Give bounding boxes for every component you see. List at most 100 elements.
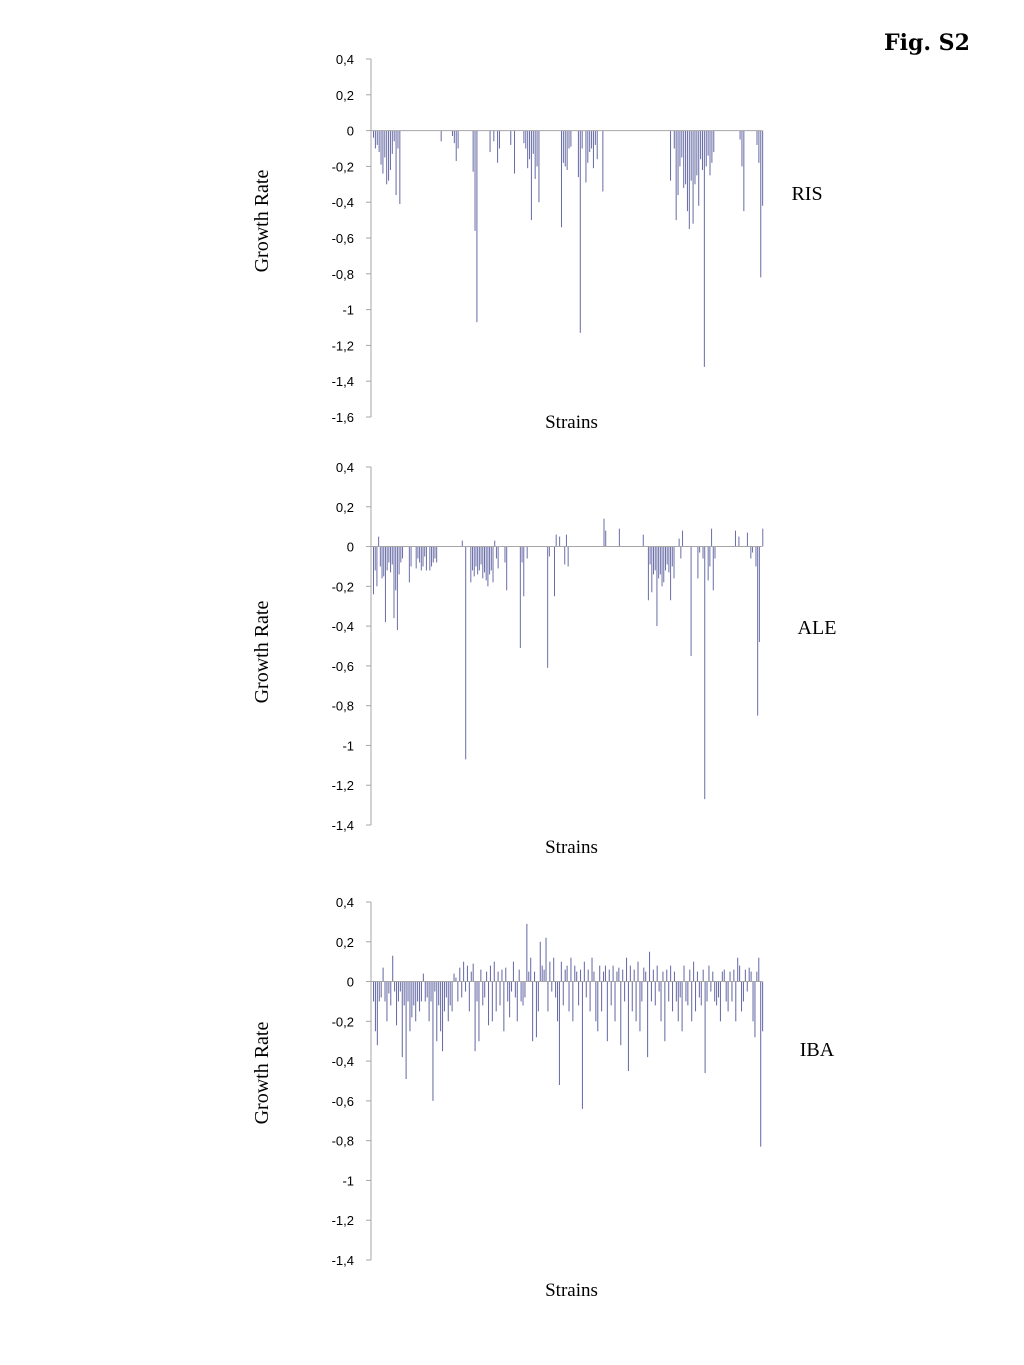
- bar: [585, 130, 587, 183]
- bar: [420, 546, 422, 571]
- bar: [482, 546, 484, 579]
- bar: [394, 981, 396, 992]
- bar: [599, 965, 601, 982]
- bar: [641, 981, 643, 1002]
- bar: [666, 969, 668, 982]
- bar: [449, 981, 451, 1006]
- bar: [380, 130, 382, 165]
- bar: [746, 532, 748, 547]
- bar: [564, 969, 566, 982]
- y-tick-label: -1: [342, 303, 354, 318]
- y-tick-label: -0,8: [332, 699, 354, 714]
- bar: [760, 981, 762, 1147]
- bar: [511, 981, 513, 992]
- bar: [541, 965, 543, 982]
- bar: [445, 981, 447, 998]
- bar: [698, 981, 700, 998]
- bar: [755, 546, 757, 567]
- bar: [378, 536, 380, 547]
- bar: [696, 130, 698, 176]
- bar: [716, 981, 718, 1006]
- panel-label: RIS: [791, 183, 822, 205]
- bar: [752, 546, 754, 553]
- bar: [741, 981, 743, 1012]
- bar: [497, 546, 499, 569]
- bar: [465, 546, 467, 760]
- bar: [386, 130, 388, 185]
- bar: [603, 518, 605, 547]
- bar: [635, 981, 637, 1022]
- bar: [683, 965, 685, 982]
- bar: [425, 546, 427, 571]
- bar: [727, 981, 729, 1012]
- bar: [429, 546, 431, 571]
- y-tick-label: -0,2: [332, 159, 354, 174]
- bar: [489, 546, 491, 575]
- bar: [428, 981, 430, 1022]
- bar: [503, 981, 505, 1032]
- bar: [391, 130, 393, 154]
- bar: [489, 130, 491, 153]
- bar: [419, 981, 421, 1012]
- bar: [432, 546, 434, 563]
- bar: [656, 965, 658, 982]
- bar: [567, 546, 569, 567]
- bar: [733, 969, 735, 982]
- bar: [589, 981, 591, 1012]
- bar: [673, 971, 675, 982]
- bar: [476, 981, 478, 1002]
- bar: [565, 534, 567, 547]
- bar: [484, 981, 486, 998]
- bar: [447, 981, 449, 1022]
- bar: [388, 130, 390, 181]
- bar: [507, 981, 509, 1002]
- bar: [579, 130, 581, 333]
- bar: [671, 546, 673, 567]
- bar: [451, 981, 453, 1012]
- bar: [682, 530, 684, 547]
- bar: [417, 546, 419, 559]
- bar: [744, 969, 746, 982]
- bar: [480, 546, 482, 565]
- bar: [688, 130, 690, 230]
- bar: [734, 530, 736, 547]
- bar: [762, 528, 764, 547]
- bar: [758, 130, 760, 163]
- bar: [594, 130, 596, 145]
- y-tick-label: -1,2: [332, 338, 354, 353]
- bar: [526, 546, 528, 559]
- bar: [618, 967, 620, 982]
- bar: [475, 546, 477, 567]
- bar: [604, 965, 606, 982]
- x-axis-label: Strains: [545, 837, 598, 858]
- bar: [545, 937, 547, 982]
- chart-panel-iba: 0,4 0,2 0 -0,2 -0,4 -0,6 -0,8 -1 -1,2 -1,4 Strains…: [251, 895, 835, 1301]
- bar: [457, 981, 459, 1002]
- bar: [596, 130, 598, 160]
- bar: [388, 981, 390, 994]
- bar: [577, 130, 579, 178]
- bar: [645, 971, 647, 982]
- bar: [532, 130, 534, 154]
- bar: [693, 961, 695, 982]
- bar: [690, 546, 692, 656]
- bar: [376, 130, 378, 145]
- bar: [520, 981, 522, 1002]
- bar: [499, 981, 501, 1006]
- bar: [468, 981, 470, 1012]
- bar: [376, 981, 378, 1046]
- bar: [461, 540, 463, 547]
- bar: [708, 965, 710, 982]
- bar: [407, 981, 409, 1002]
- bar: [668, 546, 670, 573]
- bar: [395, 130, 397, 196]
- bar: [486, 971, 488, 982]
- bar: [578, 981, 580, 1006]
- bar: [631, 981, 633, 1012]
- bar: [474, 130, 476, 231]
- bar: [440, 981, 442, 1032]
- bar: [692, 130, 694, 224]
- bar: [679, 130, 681, 167]
- bar: [612, 965, 614, 982]
- bar: [614, 981, 616, 1022]
